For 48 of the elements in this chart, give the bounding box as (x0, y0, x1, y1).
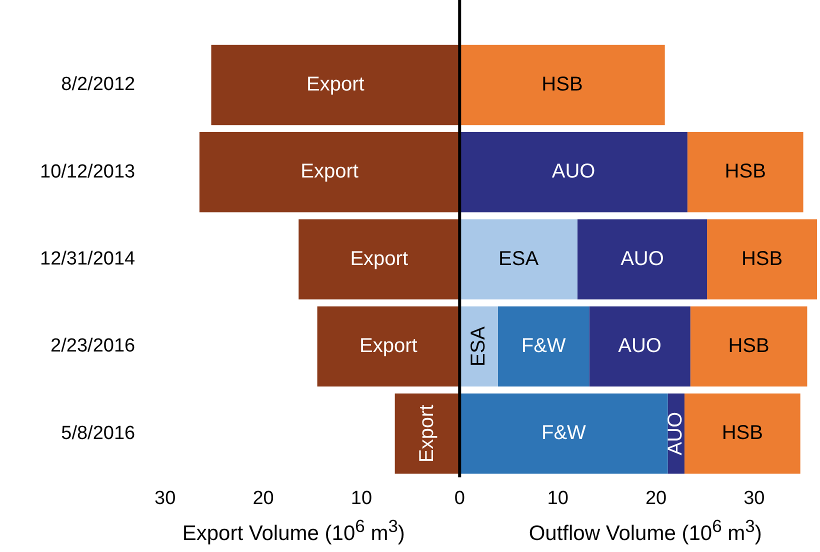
x-axis-title: Outflow Volume (10$^{6}$ m$^{3}$) (528, 516, 762, 546)
text: ESA (498, 248, 539, 270)
y-tick-label: 5/8/2016 (61, 422, 136, 444)
text: Export (360, 334, 418, 357)
y-tick-label: 2/23/2016 (50, 336, 136, 357)
series-label: AUO (664, 412, 687, 456)
series-label: ESA (467, 326, 490, 366)
series-label: F&W (521, 334, 566, 357)
bar (687, 132, 804, 212)
x-tick-label: 30 (154, 488, 176, 509)
text: Export Volume (10$^{6}$ m$^{3}$) (182, 516, 405, 546)
text: Export (350, 248, 408, 270)
x-tick-label: 30 (744, 488, 765, 509)
text: HSB (542, 73, 583, 96)
text: HSB (724, 160, 766, 183)
x-tick-label: 10 (350, 488, 372, 509)
bar (394, 394, 460, 474)
bar (199, 132, 460, 212)
text: AUO (618, 334, 662, 357)
text: AUO (552, 160, 596, 183)
series-label: HSB (741, 248, 783, 270)
x-tick-label: 0 (454, 488, 465, 509)
text: F&W (541, 422, 586, 444)
bar (460, 44, 665, 126)
bar (298, 219, 460, 300)
bar (317, 306, 460, 387)
bar (707, 219, 818, 300)
x-tick-label: 10 (547, 488, 568, 509)
text: HSB (728, 334, 770, 357)
x-tick-label: 20 (645, 488, 667, 509)
bar (460, 219, 578, 300)
text: AUO (620, 248, 664, 270)
text: HSB (722, 422, 763, 444)
bar (690, 306, 808, 387)
bar (589, 306, 690, 387)
series-label: Export (416, 404, 438, 463)
y-tick-label: 10/12/2013 (40, 161, 136, 182)
text: Export (300, 160, 358, 183)
bar (211, 44, 460, 126)
y-tick-label: 8/2/2012 (61, 74, 136, 96)
x-tick-label: 20 (252, 488, 274, 509)
y-tick-label: 12/31/2014 (40, 248, 136, 270)
bar (460, 132, 688, 212)
bar (577, 219, 708, 300)
text: Export (306, 73, 364, 96)
bar (498, 306, 590, 387)
bar (684, 394, 800, 474)
bar (460, 394, 668, 474)
